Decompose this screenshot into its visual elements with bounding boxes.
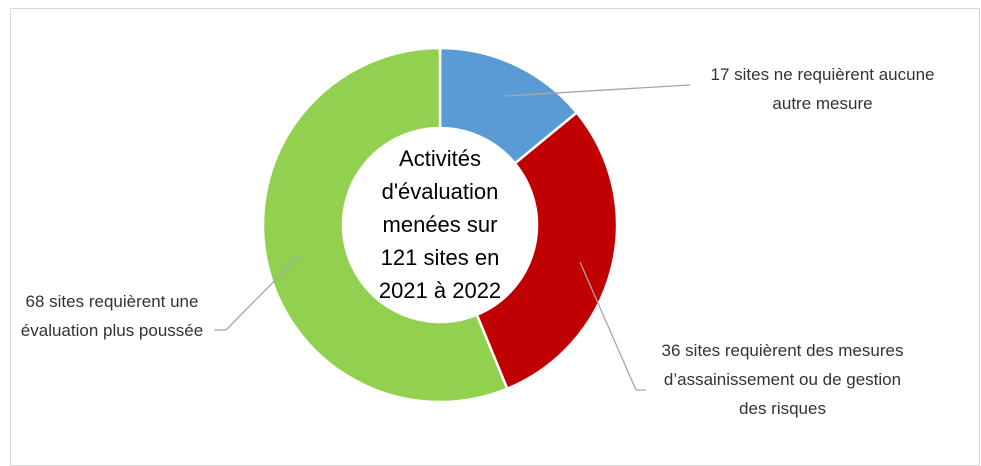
leader-line bbox=[579, 261, 646, 391]
slices bbox=[261, 46, 619, 404]
slice-label: 36 sites requièrent des mesures d’assain… bbox=[661, 341, 904, 418]
slice-label: 17 sites ne requièrent aucune autre mesu… bbox=[710, 65, 935, 113]
leader-line bbox=[504, 84, 691, 97]
slice-label: 68 sites requièrent une évaluation plus … bbox=[20, 292, 204, 340]
center-title: Activités d'évaluation menées sur 121 si… bbox=[378, 146, 502, 303]
donut-slice bbox=[261, 46, 509, 404]
donut-slice bbox=[475, 110, 619, 391]
leader-line bbox=[214, 254, 301, 331]
